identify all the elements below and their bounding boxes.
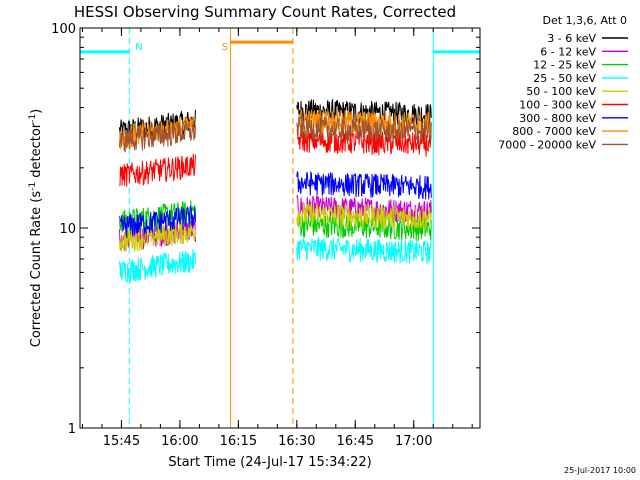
legend-label-7: 300 - 800 keV	[519, 112, 596, 125]
series-line-7-window-1	[119, 205, 196, 239]
legend-header: Det 1,3,6, Att 0	[543, 14, 627, 27]
x-tick-label-6: 17:00	[395, 434, 432, 449]
series-line-5-window-1	[119, 220, 196, 252]
series-line-9-window-2	[296, 114, 432, 144]
legend-label-1: 3 - 6 keV	[547, 32, 596, 45]
legend-label-9: 7000 - 20000 keV	[498, 138, 596, 151]
axes: 1 10 100 15:45 16:00 16:15 16:30 16:45 17:00	[51, 22, 480, 449]
y-tick-label-2: 10	[59, 222, 76, 237]
x-axis-label: Start Time (24-Jul-17 15:34:22)	[168, 455, 371, 470]
y-axis-label-exp1: -1	[28, 182, 38, 191]
y-axis-label-end: )	[29, 109, 44, 114]
y-tick-label-3: 100	[51, 22, 76, 37]
chart-title: HESSI Observing Summary Count Rates, Cor…	[74, 3, 456, 21]
x-tick-label-3: 16:15	[220, 434, 257, 449]
legend-label-6: 100 - 300 keV	[519, 99, 596, 112]
x-tick-label-4: 16:30	[278, 434, 315, 449]
y-axis-label-exp2: -1	[28, 114, 38, 123]
series-line-6-window-2	[296, 128, 432, 157]
series-line-7-window-2	[296, 170, 432, 200]
y-axis-label: Corrected Count Rate (s-1 detector-1)	[28, 109, 44, 347]
flag-label-2: S	[222, 42, 228, 53]
x-tick-label-2: 16:00	[161, 434, 198, 449]
series-line-8-window-2	[296, 109, 432, 136]
legend-label-4: 25 - 50 keV	[533, 72, 596, 85]
flag-label-1: N	[135, 42, 142, 53]
y-tick-label-1: 1	[68, 422, 76, 437]
series-line-9-window-1	[119, 120, 196, 153]
series-line-5-window-2	[296, 202, 432, 231]
legend-label-2: 6 - 12 keV	[540, 45, 596, 58]
y-axis-label-mid: detector	[29, 122, 44, 182]
footer-date: 25-Jul-2017 10:00	[564, 466, 636, 475]
legend-label-5: 50 - 100 keV	[526, 85, 596, 98]
series-line-4-window-1	[119, 249, 196, 283]
series-line-6-window-1	[119, 153, 196, 187]
x-tick-label-1: 15:45	[103, 434, 140, 449]
legend-label-3: 12 - 25 keV	[533, 59, 596, 72]
y-axis-label-main: Corrected Count Rate (s	[29, 191, 44, 348]
legend-label-8: 800 - 7000 keV	[512, 125, 596, 138]
x-tick-label-5: 16:45	[337, 434, 374, 449]
series-line-4-window-2	[296, 236, 432, 265]
